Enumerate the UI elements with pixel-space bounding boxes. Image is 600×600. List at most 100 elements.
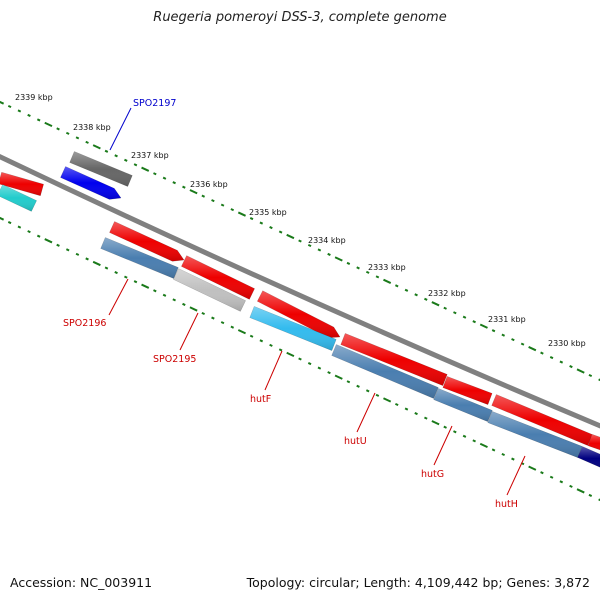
- scale-tick: [356, 266, 360, 270]
- inner-tick: [528, 465, 537, 471]
- scale-tick: [414, 293, 418, 297]
- inner-tick: [598, 498, 600, 502]
- inner-tick: [56, 243, 60, 247]
- scale-tick: [182, 185, 186, 189]
- scale-label: 2332 kbp: [428, 289, 466, 298]
- inner-tick: [249, 334, 254, 338]
- inner-tick: [365, 389, 370, 393]
- scale-tick: [365, 270, 370, 274]
- inner-tick: [7, 221, 12, 225]
- inner-tick: [189, 306, 198, 312]
- gene-navy-shade: [577, 446, 600, 468]
- gene-label: hutF: [250, 394, 271, 405]
- gene-label: hutG: [421, 469, 444, 480]
- scale-tick: [424, 297, 428, 301]
- inner-tick: [75, 252, 80, 256]
- scale-label: 2338 kbp: [73, 123, 111, 132]
- scale-tick: [114, 154, 118, 158]
- inner-tick: [549, 475, 554, 479]
- scale-tick: [92, 144, 101, 150]
- inner-tick: [230, 325, 235, 329]
- scale-tick: [501, 333, 506, 337]
- gene-red-shade: [442, 376, 493, 405]
- scale-tick: [540, 351, 544, 355]
- inner-tick: [404, 407, 409, 411]
- inner-tick: [162, 293, 167, 297]
- scale-label: 2330 kbp: [548, 339, 586, 348]
- backbone-circle: [0, 153, 600, 429]
- inner-tick: [472, 439, 476, 443]
- inner-tick: [182, 302, 186, 306]
- gene-label-leader: [108, 278, 129, 316]
- inner-tick: [0, 215, 5, 221]
- gene-label-leader: [433, 425, 453, 466]
- scale-tick: [559, 360, 564, 364]
- scale-tick: [317, 248, 322, 252]
- scale-tick: [394, 284, 399, 288]
- inner-tick: [588, 493, 593, 497]
- scale-tick: [0, 99, 5, 105]
- inner-tick: [394, 402, 399, 407]
- scale-tick: [27, 113, 31, 117]
- inner-tick: [569, 484, 573, 488]
- scale-tick: [511, 338, 515, 342]
- inner-tick: [17, 225, 22, 229]
- scale-tick: [307, 243, 312, 248]
- scale-tick: [201, 194, 206, 198]
- scale-tick: [133, 163, 138, 167]
- scale-tick: [431, 301, 440, 307]
- gene-spo2196-shade: [100, 237, 179, 279]
- scale-tick: [211, 199, 215, 203]
- scale-tick: [404, 288, 409, 292]
- gene-red-shade: [109, 221, 184, 262]
- scale-tick: [286, 233, 295, 240]
- gene-red-shade: [181, 255, 255, 300]
- scale-tick: [327, 252, 331, 256]
- scale-tick: [65, 131, 70, 135]
- inner-tick: [44, 238, 53, 244]
- gene-spo2197-shade: [60, 166, 121, 200]
- scale-tick: [491, 329, 496, 333]
- inner-tick: [237, 329, 246, 335]
- inner-tick: [334, 374, 343, 380]
- gene-hutu-shade: [331, 344, 439, 399]
- inner-tick: [491, 448, 496, 452]
- inner-tick: [298, 357, 302, 361]
- inner-tick: [65, 248, 70, 252]
- gene-label: hutU: [344, 436, 367, 447]
- scale-tick: [278, 230, 283, 234]
- inner-tick: [576, 488, 585, 494]
- gene-label-leader: [179, 312, 199, 351]
- inner-tick: [414, 412, 418, 416]
- inner-tick: [453, 430, 457, 434]
- inner-tick: [443, 425, 447, 429]
- scale-tick: [346, 261, 351, 265]
- scale-tick: [36, 118, 41, 122]
- gene-red-shade: [588, 434, 600, 450]
- inner-tick: [356, 384, 360, 388]
- inner-tick: [141, 283, 150, 289]
- scale-tick: [124, 158, 128, 162]
- scale-tick: [453, 311, 457, 315]
- inner-tick: [153, 289, 157, 293]
- inner-tick: [92, 260, 101, 267]
- inner-tick: [424, 416, 428, 420]
- inner-tick: [327, 371, 331, 375]
- gene-red-shade: [491, 394, 593, 446]
- scale-tick: [162, 176, 167, 180]
- scale-tick: [549, 356, 554, 360]
- scale-tick: [298, 239, 302, 243]
- inner-tick: [114, 271, 118, 275]
- scale-tick: [230, 208, 235, 212]
- scale-tick: [462, 315, 467, 319]
- inner-tick: [559, 480, 564, 484]
- scale-tick: [7, 104, 12, 109]
- accession-text: Accession: NC_003911: [10, 575, 153, 590]
- inner-tick: [124, 275, 128, 279]
- inner-tick: [479, 442, 488, 449]
- gene-label: SPO2195: [153, 354, 196, 365]
- inner-tick: [269, 343, 273, 347]
- scale-tick: [56, 127, 60, 131]
- gene-hutf-shade: [249, 306, 337, 351]
- inner-tick: [259, 339, 264, 343]
